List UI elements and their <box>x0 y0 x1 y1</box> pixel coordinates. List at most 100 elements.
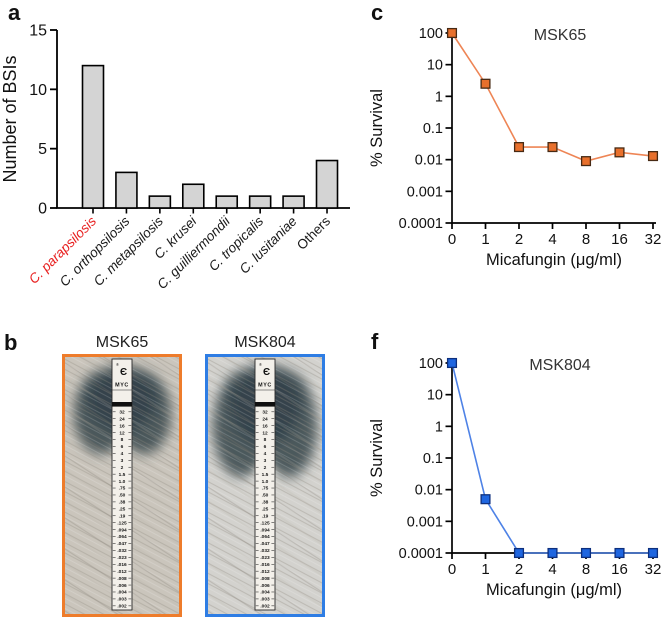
strip-scale-value: .19 <box>262 513 269 519</box>
strip-scale-value: .094 <box>117 527 127 533</box>
x-tick-label: 2 <box>515 231 523 248</box>
bar <box>248 195 272 209</box>
strip-scale-value: 1.0 <box>262 479 269 485</box>
strip-scale-value: .50 <box>119 493 126 499</box>
strip-code-label: MYC <box>258 383 272 389</box>
etest-strip: ®ЄMYC32241612864321.51.0.75.50.38.25.19.… <box>254 358 276 611</box>
strip-scale-value: 2 <box>121 465 124 471</box>
data-point <box>547 547 558 559</box>
x-tick-label: 4 <box>548 231 556 248</box>
y-tick-label: 10 <box>427 58 443 74</box>
strip-scale-value: 3 <box>264 458 267 464</box>
strip-scale-value: .38 <box>119 500 126 506</box>
strip-scale-value: 1.5 <box>119 472 126 478</box>
bar <box>81 64 105 209</box>
strip-scale-value: .38 <box>262 500 269 506</box>
bar <box>115 171 138 209</box>
strip-scale-value: .19 <box>119 513 126 519</box>
strip-scale-value: .008 <box>260 576 270 582</box>
strip-scale-value: .002 <box>260 604 270 610</box>
strip-brand-letter: Є <box>120 367 127 378</box>
strip-scale-value: .008 <box>117 576 127 582</box>
strip-scale-value: .016 <box>117 562 127 568</box>
strip-scale-value: .064 <box>260 534 270 540</box>
etest-title-msk804: MSK804 <box>234 334 296 351</box>
y-tick-label: 0.0001 <box>399 216 443 232</box>
y-tick-label: 0 <box>38 201 47 218</box>
bar <box>315 159 339 209</box>
axes <box>451 363 656 554</box>
x-tick-label: 8 <box>582 231 590 248</box>
data-point <box>513 142 525 153</box>
chart-title: MSK65 <box>534 27 587 44</box>
y-tick-label: 1 <box>435 419 443 435</box>
x-tick-label: 8 <box>582 561 590 578</box>
strip-scale-value: .003 <box>260 597 270 603</box>
strip-scale-value: .032 <box>260 548 270 554</box>
y-axis-label: % Survival <box>368 419 386 497</box>
strip-scale-value: .25 <box>262 507 269 513</box>
data-point <box>614 147 625 158</box>
y-tick-label: 0.001 <box>407 184 443 200</box>
strip-scale-value: .125 <box>260 520 270 526</box>
bar <box>215 195 239 209</box>
x-tick-label: 1 <box>481 231 489 248</box>
bar <box>282 195 305 209</box>
etest-photo-msk65: ® Є MYC 32 24 16 12 8 6 4 3 2 1.5 1.0.75.50.38.25.19.… <box>62 354 182 617</box>
y-tick-label: 100 <box>419 356 443 372</box>
strip-scale-value: .064 <box>117 534 127 540</box>
strip-scale-value: .047 <box>260 541 270 547</box>
strip-scale-value: 16 <box>119 423 125 429</box>
data-point <box>446 357 458 369</box>
strip-scale-value: .006 <box>117 583 127 589</box>
strip-scale-value: .023 <box>117 555 127 561</box>
strip-scale-value: 8 <box>264 437 267 443</box>
strip-code-label: MYC <box>115 383 129 389</box>
strip-scale-value: 4 <box>264 451 267 457</box>
data-point <box>647 547 659 559</box>
data-point <box>580 547 592 559</box>
y-axis-label: % Survival <box>368 89 386 167</box>
strip-black-bar <box>112 402 132 407</box>
strip-scale-value: .75 <box>262 486 269 492</box>
strip-scale-value: .003 <box>117 597 127 603</box>
y-tick-label: 0.1 <box>423 121 443 137</box>
bar <box>181 183 205 209</box>
panel-f-letter: f <box>371 329 379 354</box>
strip-scale-value: .047 <box>117 541 127 547</box>
strip-scale-value: 32 <box>119 410 125 416</box>
strip-scale-value: .50 <box>262 493 269 499</box>
strip-black-bar <box>255 402 275 407</box>
x-tick-label: 32 <box>645 231 662 248</box>
strip-scale-value: 6 <box>264 444 267 450</box>
strip-scale-value: 1.5 <box>262 472 269 478</box>
y-tick-label: 100 <box>419 26 443 42</box>
y-tick-label: 0.0001 <box>399 546 443 562</box>
x-tick-label: 16 <box>611 231 628 248</box>
line-chart-msk804-survival: 100 10 1 0.1 0.01 0.001 0.0001 0 1 2 4 8 16 32 MSK804%… <box>368 356 662 599</box>
y-tick-label: 15 <box>29 23 47 40</box>
strip-scale-value: .004 <box>260 590 270 596</box>
bar <box>148 195 172 209</box>
strip-body <box>111 358 133 611</box>
strip-scale-value: 24 <box>119 416 125 422</box>
panel-c-letter: c <box>371 0 384 25</box>
etest-photo-msk65-image: ®ЄMYC32241612864321.51.0.75.50.38.25.19.… <box>65 357 179 614</box>
data-point <box>580 156 592 167</box>
etest-strip: ®ЄMYC32241612864321.51.0.75.50.38.25.19.… <box>111 358 133 611</box>
strip-scale-value: 3 <box>121 458 124 464</box>
data-point <box>647 151 659 162</box>
strip-scale-value: .094 <box>260 527 270 533</box>
etest-photo-msk804-image: ®ЄMYC32241612864321.51.0.75.50.38.25.19.… <box>208 357 322 614</box>
data-line <box>451 362 653 554</box>
x-tick-label: 32 <box>645 561 662 578</box>
y-tick-label: 10 <box>29 82 47 99</box>
strip-scale-value: .002 <box>117 604 127 610</box>
x-tick-label: 4 <box>548 561 556 578</box>
strip-scale-value: .032 <box>117 548 127 554</box>
strip-scale-value: .125 <box>117 520 127 526</box>
strip-scale-value: 6 <box>121 444 124 450</box>
x-tick-label: 0 <box>448 561 456 578</box>
